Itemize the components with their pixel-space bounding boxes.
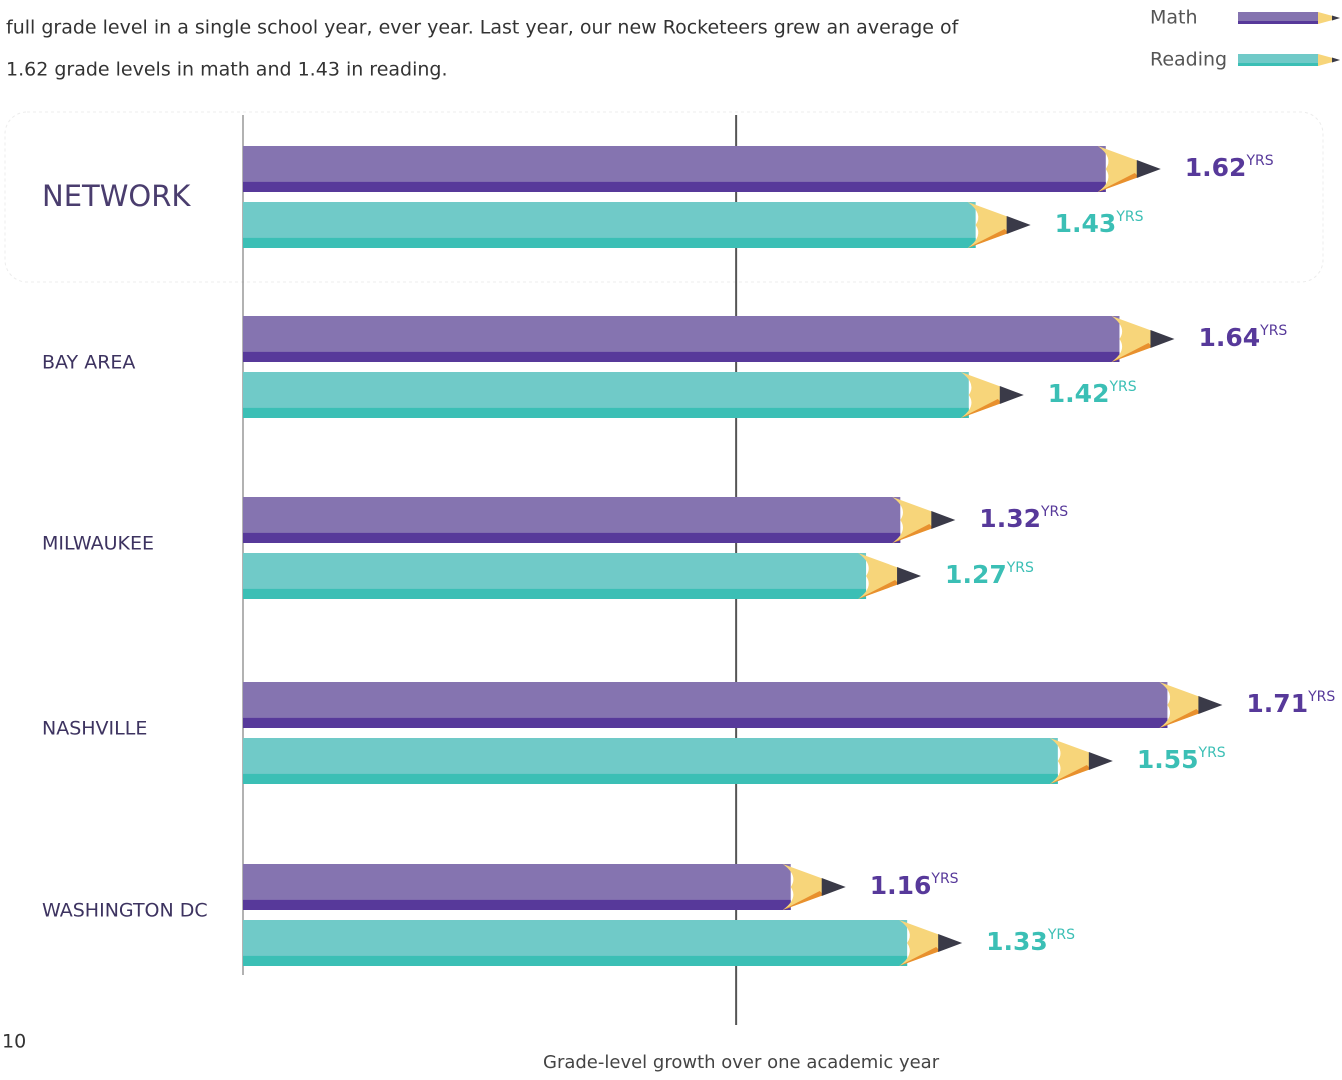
pencil xyxy=(243,920,963,966)
highlight-box xyxy=(4,111,1324,283)
value-label: 1.32YRS xyxy=(979,504,1068,533)
pencil-lead xyxy=(821,878,846,896)
pencil-lead xyxy=(1136,160,1161,178)
pencil-wood-edge xyxy=(1111,343,1153,362)
value-label: 1.16YRS xyxy=(870,871,959,900)
value-unit: YRS xyxy=(1307,689,1335,705)
bar-stripe xyxy=(243,899,791,910)
value-unit: YRS xyxy=(1259,323,1287,339)
value-label: 1.64YRS xyxy=(1198,323,1287,352)
value-unit: YRS xyxy=(1198,745,1226,761)
value-unit: YRS xyxy=(1115,209,1143,225)
pencil-wood-edge xyxy=(967,229,1009,248)
value-unit: YRS xyxy=(1108,379,1136,395)
pencil-wood-edge xyxy=(782,891,824,910)
legend-tip xyxy=(1318,12,1340,24)
pencil-lead xyxy=(931,511,956,529)
bar-stripe xyxy=(243,532,901,543)
pencil xyxy=(243,864,846,910)
bar-stripe xyxy=(243,181,1106,192)
legend-lead xyxy=(1332,57,1340,63)
bar-stripe xyxy=(243,407,969,418)
pencil-lead xyxy=(897,567,922,585)
legend-stripe xyxy=(1238,21,1318,24)
bar-stripe xyxy=(243,588,867,599)
value-unit: YRS xyxy=(930,871,958,887)
pencil-lead xyxy=(1088,752,1113,770)
pencil-wood-edge xyxy=(892,524,934,543)
value-label: 1.71YRS xyxy=(1246,689,1335,718)
pencil-lead xyxy=(1006,216,1031,234)
pencil xyxy=(243,146,1161,192)
pencil-wood-edge xyxy=(1097,173,1139,192)
pencil-wood-edge xyxy=(1159,709,1201,728)
pencil-wood-edge xyxy=(960,399,1002,418)
legend-tip xyxy=(1318,54,1340,66)
category-label: MILWAUKEE xyxy=(42,533,154,555)
pencil xyxy=(243,372,1024,418)
pencil xyxy=(243,682,1223,728)
legend-swatch xyxy=(1238,54,1340,66)
legend-lead xyxy=(1332,15,1340,21)
pencil-lead xyxy=(999,386,1024,404)
pencil-lead xyxy=(1198,696,1223,714)
value-label: 1.55YRS xyxy=(1137,745,1226,774)
value-unit: YRS xyxy=(1047,927,1075,943)
legend-label: Math xyxy=(1150,7,1198,29)
bar-stripe xyxy=(243,955,908,966)
x-axis-label: Grade-level growth over one academic yea… xyxy=(543,1052,940,1073)
value-label: 1.43YRS xyxy=(1055,209,1144,238)
bar-stripe xyxy=(243,351,1120,362)
legend-stripe xyxy=(1238,63,1318,66)
value-label: 1.27YRS xyxy=(945,560,1034,589)
value-label: 1.33YRS xyxy=(986,927,1075,956)
category-label: BAY AREA xyxy=(42,352,135,374)
value-unit: YRS xyxy=(1245,153,1273,169)
pencil xyxy=(243,738,1113,784)
pencil-wood-edge xyxy=(858,580,900,599)
legend-label: Reading xyxy=(1150,49,1227,71)
page-number: 10 xyxy=(2,1031,26,1053)
pencil xyxy=(243,316,1175,362)
bar-stripe xyxy=(243,717,1168,728)
pencil-wood-edge xyxy=(899,947,941,966)
intro-line: 1.62 grade levels in math and 1.43 in re… xyxy=(6,59,448,81)
pencil-lead xyxy=(1150,330,1175,348)
value-unit: YRS xyxy=(1006,560,1034,576)
intro-line: full grade level in a single school year… xyxy=(6,17,960,39)
category-label: NASHVILLE xyxy=(42,718,147,740)
pencil xyxy=(243,497,956,543)
category-label: WASHINGTON DC xyxy=(42,900,208,922)
legend-swatch xyxy=(1238,12,1340,24)
pencil xyxy=(243,553,922,599)
value-unit: YRS xyxy=(1040,504,1068,520)
value-label: 1.42YRS xyxy=(1048,379,1137,408)
category-label: NETWORK xyxy=(42,179,191,213)
bar-stripe xyxy=(243,773,1058,784)
pencil xyxy=(243,202,1031,248)
pencil-lead xyxy=(938,934,963,952)
value-label: 1.62YRS xyxy=(1185,153,1274,182)
pencil-wood-edge xyxy=(1049,765,1091,784)
bar-stripe xyxy=(243,237,976,248)
